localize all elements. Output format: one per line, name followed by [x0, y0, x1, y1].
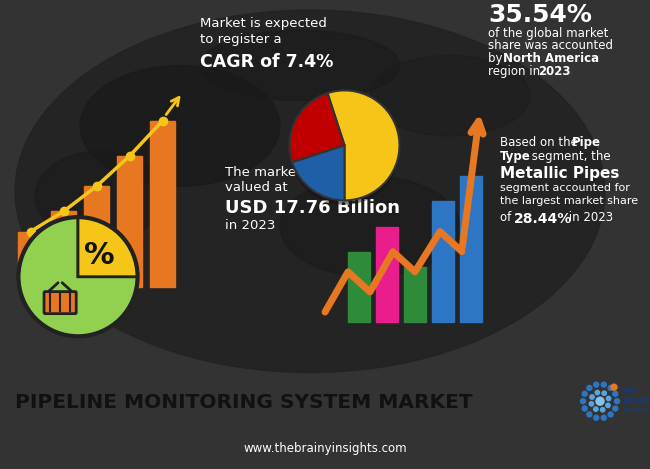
Circle shape [601, 382, 606, 387]
Text: Type: Type [500, 150, 531, 163]
Text: in 2023: in 2023 [225, 219, 276, 233]
Circle shape [608, 412, 613, 417]
Bar [348, 252, 370, 322]
Bar [404, 267, 426, 322]
Text: valued at: valued at [225, 181, 287, 194]
Text: %: % [84, 242, 114, 270]
Bar [150, 121, 175, 287]
Ellipse shape [80, 66, 280, 186]
Circle shape [590, 395, 594, 399]
Text: region in: region in [488, 66, 544, 78]
Circle shape [601, 415, 606, 420]
Wedge shape [328, 91, 400, 200]
Circle shape [611, 384, 617, 390]
Text: North America: North America [503, 53, 599, 65]
Text: 35.54%: 35.54% [488, 3, 592, 27]
Bar [84, 186, 109, 287]
Text: the largest market share: the largest market share [500, 197, 638, 206]
Circle shape [587, 412, 592, 417]
Circle shape [606, 396, 611, 401]
Text: Based on the: Based on the [500, 136, 582, 149]
Text: 2023: 2023 [538, 66, 571, 78]
Text: Market is expected: Market is expected [200, 17, 327, 30]
Text: www.thebrainyinsights.com: www.thebrainyinsights.com [243, 442, 407, 455]
FancyBboxPatch shape [44, 292, 76, 314]
Circle shape [602, 391, 606, 395]
Circle shape [608, 386, 613, 390]
Text: in 2023: in 2023 [565, 212, 613, 225]
Text: 28.44%: 28.44% [514, 212, 572, 227]
Wedge shape [78, 217, 138, 277]
Text: CAGR of 7.4%: CAGR of 7.4% [200, 53, 333, 71]
Circle shape [595, 390, 599, 395]
Circle shape [587, 386, 592, 390]
Ellipse shape [280, 176, 460, 277]
Circle shape [593, 415, 599, 420]
Circle shape [613, 406, 617, 411]
Ellipse shape [370, 55, 530, 136]
Circle shape [614, 399, 619, 404]
Text: of the global market: of the global market [488, 27, 608, 40]
Circle shape [580, 399, 586, 404]
Ellipse shape [200, 30, 400, 101]
Wedge shape [292, 145, 344, 200]
Wedge shape [18, 217, 138, 336]
Ellipse shape [35, 151, 165, 242]
Text: segment accounted for: segment accounted for [500, 183, 630, 193]
Circle shape [582, 391, 587, 396]
Text: The market was: The market was [225, 166, 332, 179]
Bar [51, 212, 76, 287]
Text: Metallic Pipes: Metallic Pipes [500, 166, 619, 181]
Text: BRAINY: BRAINY [622, 397, 650, 406]
Circle shape [613, 391, 617, 396]
Text: INSIGHTS: INSIGHTS [622, 407, 650, 413]
Wedge shape [292, 150, 344, 205]
Wedge shape [328, 95, 400, 205]
Bar [432, 201, 454, 322]
Text: to register a: to register a [200, 33, 281, 46]
Bar [460, 176, 482, 322]
Ellipse shape [15, 10, 605, 372]
Text: PIPELINE MONITORING SYSTEM MARKET: PIPELINE MONITORING SYSTEM MARKET [15, 393, 473, 412]
Circle shape [593, 382, 599, 387]
Circle shape [601, 408, 605, 412]
Wedge shape [289, 98, 344, 167]
Bar [18, 232, 43, 287]
Circle shape [589, 401, 593, 406]
Text: of: of [500, 212, 515, 225]
Text: share was accounted: share was accounted [488, 39, 613, 52]
Wedge shape [289, 93, 344, 162]
Bar [376, 227, 398, 322]
Text: by: by [488, 53, 506, 65]
Bar [117, 156, 142, 287]
Text: THE: THE [622, 388, 638, 394]
Circle shape [593, 407, 598, 411]
Circle shape [596, 397, 604, 405]
Text: segment, the: segment, the [528, 150, 610, 163]
Text: USD 17.76 Billion: USD 17.76 Billion [225, 199, 400, 217]
Text: Pipe: Pipe [572, 136, 601, 149]
Circle shape [582, 406, 587, 411]
Circle shape [606, 403, 610, 408]
